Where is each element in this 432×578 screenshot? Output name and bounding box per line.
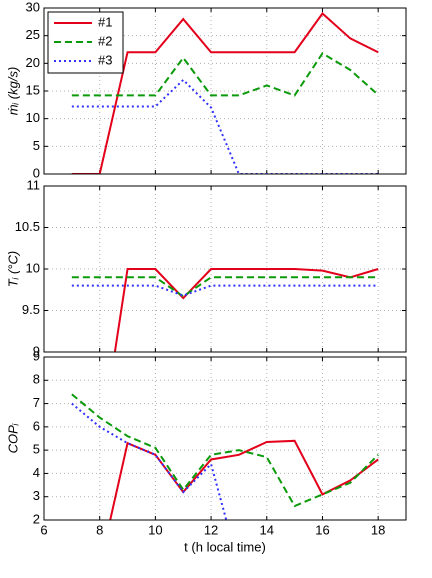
y-tick-label: 9 — [33, 348, 40, 363]
y-tick-label: 0 — [33, 165, 40, 180]
y-tick-label: 9 — [33, 343, 40, 358]
y-tick-label: 3 — [33, 488, 40, 503]
y-tick-label: 10 — [26, 260, 40, 275]
series-line — [109, 439, 379, 520]
series-line — [71, 393, 379, 508]
y-tick-label: 2 — [33, 511, 40, 526]
x-tick-label: 10 — [148, 522, 162, 537]
axes-frame — [43, 185, 407, 353]
y-tick-label: 11 — [27, 177, 41, 192]
x-tick-label: 18 — [371, 522, 385, 537]
legend-label: #3 — [98, 52, 112, 67]
y-tick-label: 7 — [33, 395, 40, 410]
y-tick-label: 9.5 — [22, 302, 40, 317]
x-axis-label: t (h local time) — [184, 539, 266, 554]
series-line — [71, 284, 379, 297]
x-tick-label: 14 — [260, 522, 274, 537]
y-tick-label: 10 — [26, 110, 40, 125]
x-tick-label: 8 — [96, 522, 103, 537]
y-tick-label: 25 — [26, 27, 40, 42]
y-tick-label: 10.5 — [15, 219, 40, 234]
axes-frame — [43, 356, 407, 521]
y-tick-label: 5 — [33, 138, 40, 153]
y-axis-label: COPᵢ — [5, 423, 20, 453]
legend-label: #2 — [98, 33, 112, 48]
legend-label: #1 — [98, 14, 112, 29]
y-tick-label: 15 — [26, 82, 40, 97]
axes-frame — [43, 7, 407, 175]
series-line — [113, 268, 379, 352]
series-line — [71, 402, 228, 520]
y-tick-label: 6 — [33, 418, 40, 433]
x-tick-label: 16 — [315, 522, 329, 537]
y-tick-label: 5 — [33, 442, 40, 457]
x-tick-label: 6 — [40, 522, 47, 537]
y-tick-label: 30 — [26, 0, 40, 14]
y-axis-label: Tᵢ (°C) — [5, 251, 20, 287]
series-line — [71, 276, 379, 298]
y-axis-label: ṁᵢ (kg/s) — [5, 67, 20, 116]
series-line — [71, 78, 379, 174]
y-tick-label: 8 — [33, 372, 40, 387]
y-tick-label: 4 — [33, 465, 40, 480]
y-tick-label: 20 — [26, 55, 40, 70]
series-line — [71, 52, 379, 97]
x-tick-label: 12 — [204, 522, 218, 537]
